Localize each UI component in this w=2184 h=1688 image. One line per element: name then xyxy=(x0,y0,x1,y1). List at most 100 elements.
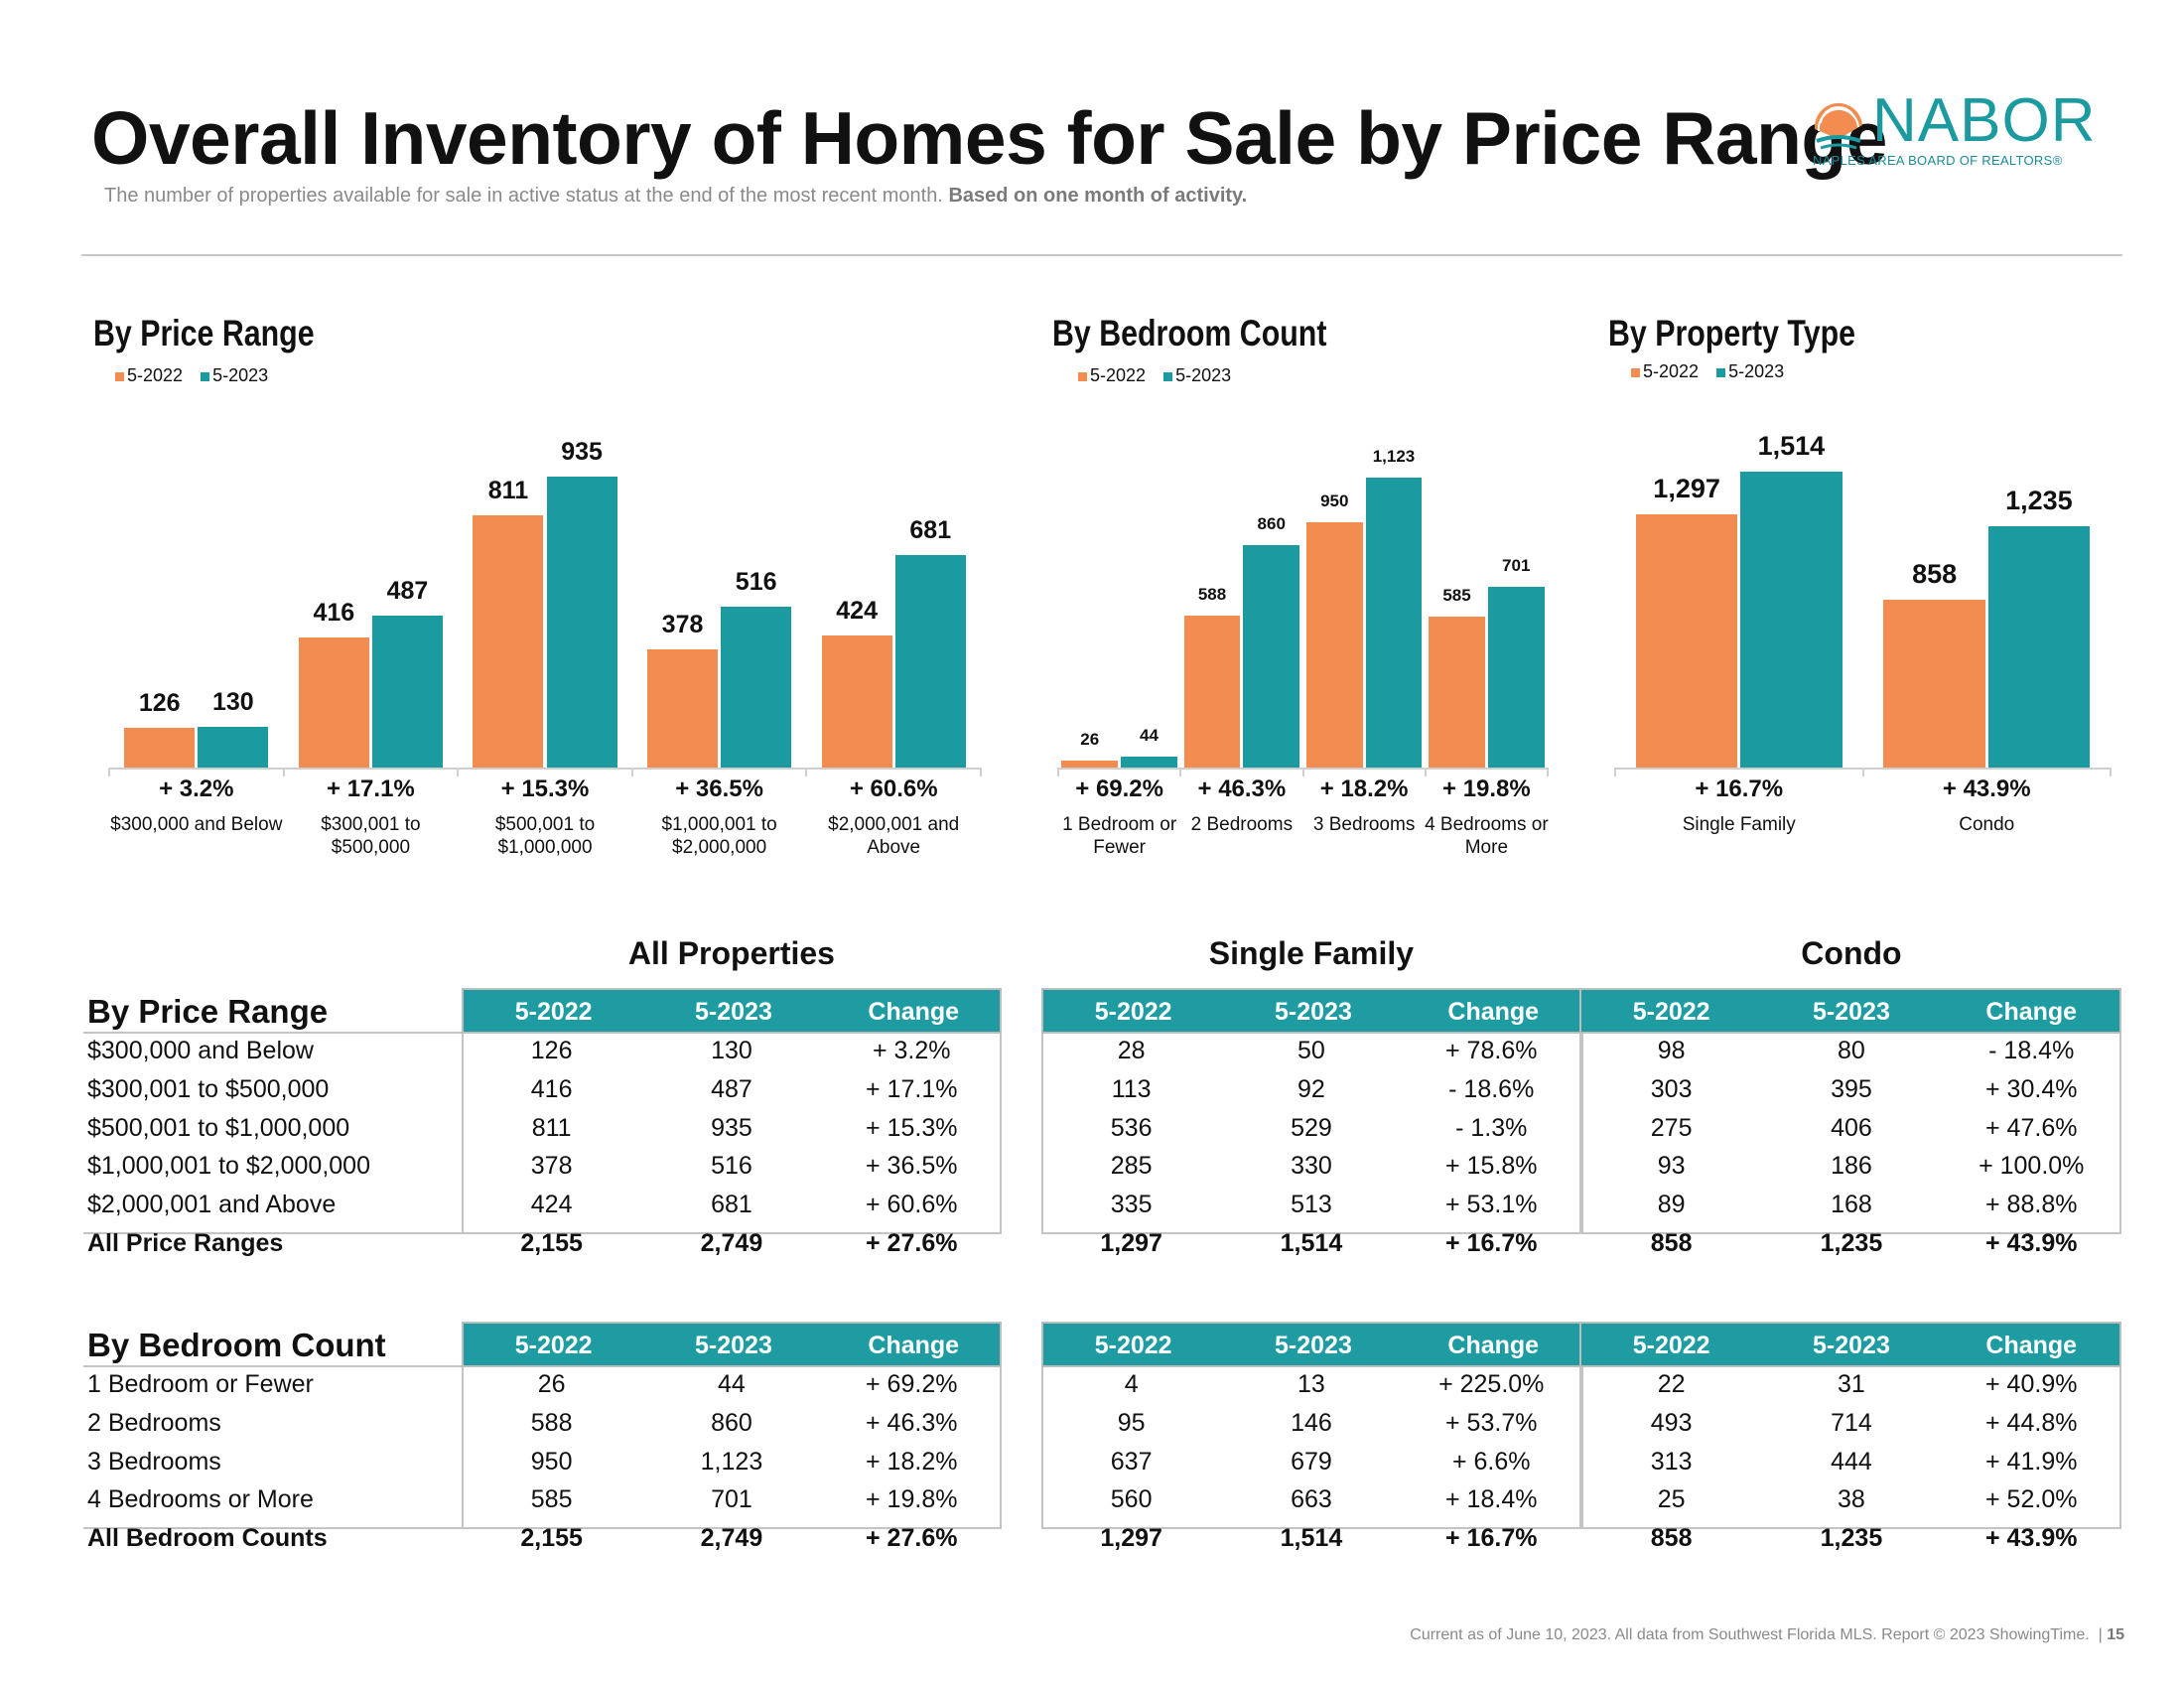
bar-5-2023 xyxy=(721,607,792,768)
legend-label: 5-2023 xyxy=(212,365,269,385)
total-cell: 1,235 xyxy=(1820,1524,1883,1553)
total-row-label: All Bedroom Counts xyxy=(87,1524,328,1553)
total-cell: 1,235 xyxy=(1820,1229,1883,1257)
chart-title: By Price Range xyxy=(93,313,315,353)
table-cell: 330 xyxy=(1291,1152,1332,1181)
table-cell: + 6.6% xyxy=(1451,1447,1531,1476)
row-label: $2,000,001 and Above xyxy=(87,1191,337,1219)
total-cell: + 43.9% xyxy=(1985,1524,2078,1553)
legend-item: 5-2023 xyxy=(1716,361,1784,382)
row-label: 2 Bedrooms xyxy=(87,1408,221,1437)
table-cell: 25 xyxy=(1657,1485,1686,1514)
total-cell: + 27.6% xyxy=(866,1524,958,1553)
data-label: 378 xyxy=(661,611,704,639)
table-cell: 38 xyxy=(1838,1485,1865,1514)
axis-tick xyxy=(1301,768,1304,776)
total-cell: 2,749 xyxy=(700,1524,763,1553)
table-cell: + 40.9% xyxy=(1985,1370,2078,1398)
legend-swatch xyxy=(1078,372,1087,381)
bar-5-2022 xyxy=(1883,600,1985,768)
category-label: $2,000,001 and Above xyxy=(828,814,960,858)
data-label: 1,123 xyxy=(1372,447,1416,467)
table-cell: 146 xyxy=(1291,1408,1332,1437)
table-cell: 637 xyxy=(1110,1447,1153,1476)
table-cell: 585 xyxy=(530,1485,573,1514)
legend-item: 5-2023 xyxy=(1163,365,1231,386)
table-cell: + 18.2% xyxy=(866,1447,958,1476)
table-cell: 80 xyxy=(1838,1037,1865,1064)
change-label: + 43.9% xyxy=(1942,775,2031,802)
table-cell: 679 xyxy=(1291,1447,1332,1476)
total-cell: 1,297 xyxy=(1100,1524,1162,1553)
table-header: 5-2022 5-2023 Change xyxy=(1041,1322,1581,1367)
total-cell: + 16.7% xyxy=(1445,1524,1538,1553)
category-label: 4 Bedrooms or More xyxy=(1425,814,1549,858)
table-header: 5-2022 5-2023 Change xyxy=(462,1322,1002,1367)
page-title: Overall Inventory of Homes for Sale by P… xyxy=(91,96,1887,180)
column-header: Change xyxy=(1985,1332,2078,1359)
axis-tick xyxy=(1614,768,1616,776)
column-header: 5-2022 xyxy=(514,1332,593,1359)
table-cell: 529 xyxy=(1291,1113,1332,1142)
total-row-label: All Price Ranges xyxy=(87,1229,284,1257)
axis-tick xyxy=(630,768,633,776)
change-label: + 18.2% xyxy=(1319,775,1409,802)
table-cell: 4 xyxy=(1124,1370,1139,1398)
table-cell: + 60.6% xyxy=(866,1191,958,1219)
category-label: 1 Bedroom or Fewer xyxy=(1062,814,1177,858)
bar-5-2023 xyxy=(546,476,617,768)
table-header: 5-2022 5-2023 Change xyxy=(462,988,1002,1034)
table-cell: 714 xyxy=(1831,1408,1872,1437)
table-cell: + 30.4% xyxy=(1985,1074,2078,1103)
column-header: 5-2022 xyxy=(1094,998,1172,1026)
data-label: 950 xyxy=(1320,492,1349,510)
bar-5-2022 xyxy=(1061,761,1119,768)
data-label: 44 xyxy=(1140,725,1159,745)
data-label: 424 xyxy=(836,596,878,625)
column-header: 5-2022 xyxy=(1632,1332,1710,1359)
table-body-frame xyxy=(1041,1034,1581,1234)
table-cell: + 46.3% xyxy=(866,1408,958,1437)
bar-5-2022 xyxy=(1305,522,1363,768)
category-label: $1,000,001 to $2,000,000 xyxy=(661,814,777,858)
category-label: $300,001 to $500,000 xyxy=(321,814,421,858)
chart-title: By Property Type xyxy=(1608,313,1855,353)
legend-label: 5-2023 xyxy=(1175,365,1232,385)
axis-tick xyxy=(1861,768,1864,776)
table-cell: 31 xyxy=(1838,1370,1865,1398)
column-header: Change xyxy=(868,998,960,1026)
chart-legend: 5-2022 5-2023 xyxy=(115,365,268,386)
table-cell: 560 xyxy=(1110,1485,1153,1514)
x-axis xyxy=(109,768,981,770)
column-header: Change xyxy=(1447,998,1540,1026)
table-cell: 860 xyxy=(711,1408,752,1437)
category-label: 2 Bedrooms xyxy=(1190,814,1294,835)
column-header: 5-2023 xyxy=(1813,998,1890,1026)
subtitle-bold: Based on one month of activity. xyxy=(948,185,1248,207)
row-label: $300,001 to $500,000 xyxy=(87,1074,330,1103)
column-header: 5-2022 xyxy=(1632,998,1710,1026)
table-cell: + 19.8% xyxy=(866,1485,958,1514)
table-cell: + 100.0% xyxy=(1979,1152,2085,1181)
table-cell: 444 xyxy=(1831,1447,1872,1476)
table-cell: 285 xyxy=(1110,1152,1153,1181)
table-cell: 44 xyxy=(718,1370,746,1398)
change-label: + 17.1% xyxy=(327,775,415,802)
table-body-frame xyxy=(1581,1367,2121,1530)
bar-5-2023 xyxy=(1121,756,1177,768)
table-label-bottom xyxy=(83,1232,464,1234)
chart-legend: 5-2022 5-2023 xyxy=(1078,365,1231,386)
bar-5-2023 xyxy=(1740,472,1843,768)
category-label: 3 Bedrooms xyxy=(1312,814,1416,835)
table-label-divider xyxy=(83,1032,464,1034)
page-number: 15 xyxy=(2107,1626,2124,1643)
total-cell: 1,514 xyxy=(1280,1229,1343,1257)
change-label: + 19.8% xyxy=(1442,775,1531,802)
total-cell: 2,155 xyxy=(520,1524,583,1553)
table-cell: 126 xyxy=(530,1037,573,1064)
subtitle-text: The number of properties available for s… xyxy=(104,185,943,207)
legend-swatch xyxy=(201,372,210,381)
change-label: + 15.3% xyxy=(500,775,590,802)
table-cell: 493 xyxy=(1650,1408,1693,1437)
page-subtitle: The number of properties available for s… xyxy=(104,185,1247,208)
